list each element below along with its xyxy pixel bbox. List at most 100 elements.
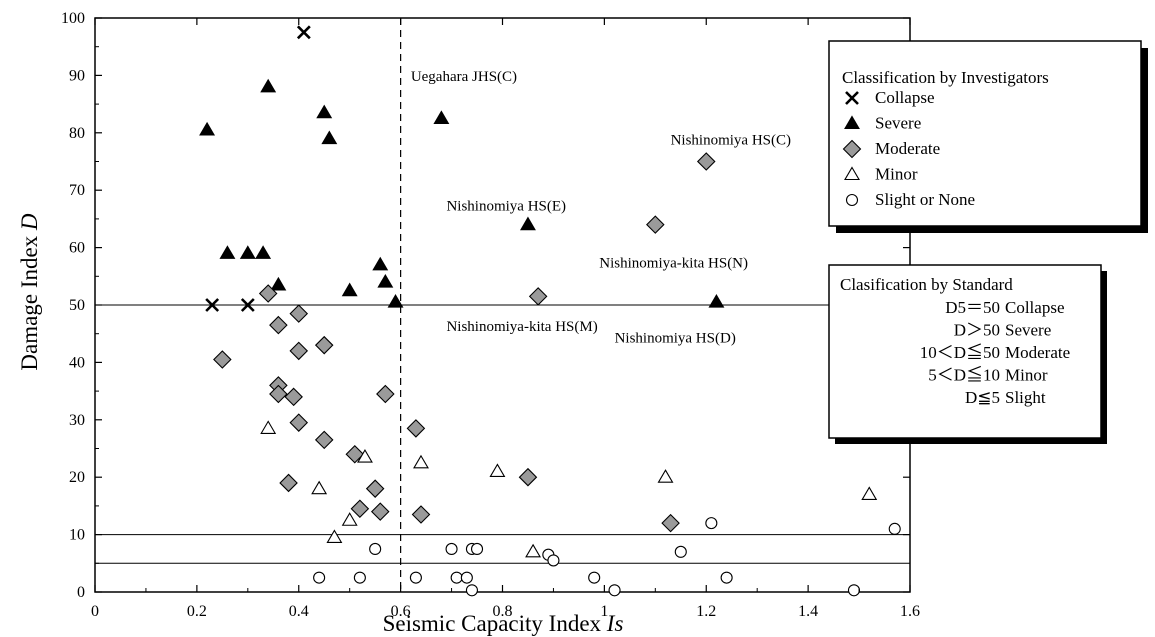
point-slight-or-none <box>470 542 484 556</box>
point-minor <box>413 454 429 469</box>
point-slight-or-none <box>409 571 422 584</box>
point-moderate <box>370 502 390 521</box>
point-moderate <box>365 479 385 498</box>
x-tick-label: 0 <box>91 603 99 620</box>
y-tick-label: 20 <box>69 469 85 486</box>
x-tick-label: 0.8 <box>493 603 513 620</box>
standard-condition: D≦5 <box>965 388 1000 407</box>
legend-marker <box>845 193 859 207</box>
legend-item-label: Slight or None <box>875 190 975 209</box>
point-slight-or-none <box>465 584 478 597</box>
point-minor <box>326 529 343 544</box>
point-moderate <box>314 335 334 355</box>
point-minor <box>260 420 277 434</box>
legend-item-label: Moderate <box>875 139 940 158</box>
y-tick-label: 30 <box>69 412 85 429</box>
point-slight-or-none <box>460 571 473 584</box>
point-slight-or-none <box>705 517 718 530</box>
point-slight-or-none <box>450 571 463 584</box>
point-moderate <box>646 215 665 234</box>
point-moderate <box>314 430 334 450</box>
point-moderate <box>269 315 288 335</box>
legend-title: Classification by Investigators <box>842 68 1049 87</box>
point-slight-or-none <box>313 571 326 584</box>
point-moderate <box>269 384 288 404</box>
point-minor <box>489 463 506 478</box>
point-slight-or-none <box>720 571 733 584</box>
point-severe <box>377 273 394 288</box>
point-collapse <box>205 298 220 312</box>
annotation-label: Nishinomiya-kita HS(M) <box>446 319 597 335</box>
x-tick-label: 1.4 <box>798 603 818 620</box>
point-moderate <box>411 505 431 524</box>
point-severe <box>270 276 287 291</box>
point-slight-or-none <box>588 571 601 584</box>
point-moderate <box>518 467 538 487</box>
point-slight-or-none <box>674 545 687 558</box>
x-tick-label: 0.4 <box>289 603 309 620</box>
point-moderate <box>279 473 298 493</box>
y-tick-label: 100 <box>61 10 85 27</box>
point-severe <box>219 245 236 259</box>
legend-item-label: Minor <box>875 165 918 184</box>
data-markers <box>199 25 901 597</box>
point-moderate <box>289 413 309 432</box>
point-annotations: Uegahara JHS(C) Nishinomiya HS(C) Nishinom… <box>411 69 791 346</box>
point-moderate <box>350 499 370 519</box>
y-tick-label: 40 <box>69 354 85 371</box>
point-moderate <box>661 513 680 533</box>
point-minor <box>861 486 878 500</box>
point-severe <box>321 130 338 145</box>
standard-label: Moderate <box>1005 343 1070 362</box>
x-axis-title: Seismic Capacity Index Is <box>383 611 624 636</box>
y-tick-label: 90 <box>69 67 85 84</box>
point-moderate <box>213 350 232 369</box>
point-minor <box>357 449 373 463</box>
point-minor <box>341 512 358 526</box>
point-slight-or-none <box>888 522 901 535</box>
y-tick-label: 50 <box>69 297 85 314</box>
x-tick-label: 0.6 <box>391 603 411 620</box>
point-moderate <box>696 152 716 171</box>
point-collapse <box>240 298 255 312</box>
point-moderate <box>376 384 395 404</box>
standard-condition: D5＝50 <box>945 298 1000 317</box>
x-axis-title-italic: Is <box>606 611 624 636</box>
point-minor <box>657 469 674 483</box>
point-slight-or-none <box>547 554 560 567</box>
standard-condition: 10＜D≦50 <box>920 343 1000 362</box>
standard-label: Collapse <box>1005 298 1065 317</box>
point-severe <box>255 245 272 259</box>
legend-item-label: Collapse <box>875 88 935 107</box>
x-tick-label: 0.2 <box>187 603 207 620</box>
point-moderate <box>345 444 365 464</box>
legend-box <box>828 40 1142 227</box>
point-slight-or-none <box>608 584 621 597</box>
point-severe <box>520 216 536 231</box>
annotation-label: Uegahara JHS(C) <box>411 69 517 85</box>
annotation-label: Nishinomiya-kita HS(N) <box>599 256 748 272</box>
point-slight-or-none <box>445 542 458 556</box>
legend-std-box <box>828 264 1102 439</box>
point-severe <box>372 256 389 271</box>
standard-label: Minor <box>1005 366 1048 385</box>
point-severe <box>260 78 277 93</box>
y-axis-title-main: Damage Index <box>17 230 42 371</box>
point-severe <box>708 294 725 308</box>
legend-marker <box>844 115 860 130</box>
point-collapse <box>296 25 311 40</box>
x-tick-label: 1 <box>600 603 608 620</box>
annotation-label: Nishinomiya HS(D) <box>615 330 736 346</box>
point-severe <box>387 294 404 308</box>
point-severe <box>199 121 216 136</box>
legend-investigators: Classification by Investigators Collapse… <box>828 40 1148 233</box>
point-severe <box>433 110 450 124</box>
axes: 0 0.2 0.4 0.6 0.8 1 1.2 1.4 1.6 0 10 20 30 40 50 60 70 80… <box>61 10 920 620</box>
y-axis-title: Damage Index D <box>17 213 42 371</box>
point-moderate <box>284 387 303 407</box>
point-slight-or-none <box>369 542 382 556</box>
annotation-label: Nishinomiya HS(E) <box>446 198 566 214</box>
point-moderate <box>289 341 309 361</box>
standard-condition: D＞50 <box>954 321 1000 340</box>
